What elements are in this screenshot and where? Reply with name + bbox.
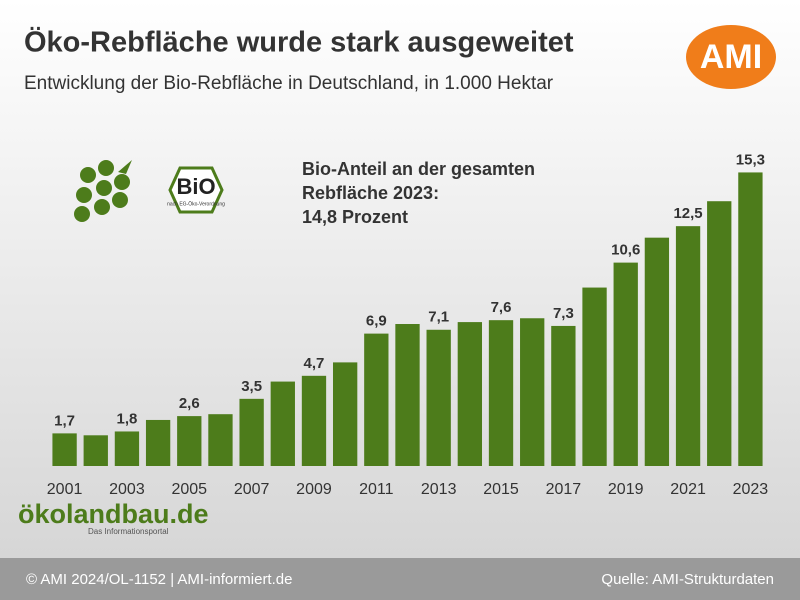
value-label: 1,7 xyxy=(54,412,75,429)
value-label: 10,6 xyxy=(611,242,640,259)
x-tick-label: 2009 xyxy=(296,481,332,498)
bar xyxy=(114,431,140,466)
bar xyxy=(395,324,420,466)
footer-right: Quelle: AMI-Strukturdaten xyxy=(601,571,774,588)
bar xyxy=(332,362,358,466)
chart-subtitle: Entwicklung der Bio-Rebfläche in Deutsch… xyxy=(24,73,554,94)
bar xyxy=(177,416,202,466)
bar xyxy=(707,201,732,466)
bar xyxy=(83,435,108,466)
bar xyxy=(520,318,545,466)
x-tick-label: 2021 xyxy=(670,481,706,498)
x-tick-label: 2023 xyxy=(733,481,769,498)
footer-left: © AMI 2024/OL-1152 | AMI-informiert.de xyxy=(26,571,292,588)
value-label: 7,6 xyxy=(491,299,512,316)
bar xyxy=(582,287,607,466)
oekolandbau-sub: Das Informationsportal xyxy=(88,527,169,536)
x-tick-label: 2015 xyxy=(483,481,519,498)
value-label: 1,8 xyxy=(117,410,138,427)
bar xyxy=(270,381,295,466)
bar xyxy=(457,322,483,466)
x-tick-label: 2011 xyxy=(359,481,394,498)
bar xyxy=(426,329,451,466)
bar xyxy=(675,226,701,466)
x-tick-label: 2007 xyxy=(234,481,270,498)
value-label: 15,3 xyxy=(736,151,765,168)
bar xyxy=(613,262,638,466)
x-tick-label: 2017 xyxy=(546,481,582,498)
bar xyxy=(364,333,389,466)
bar xyxy=(52,433,77,466)
value-label: 7,3 xyxy=(553,305,574,322)
value-label: 12,5 xyxy=(673,205,702,222)
bio-logo-text: BiO xyxy=(176,174,215,199)
bio-logo xyxy=(168,166,224,214)
x-tick-label: 2003 xyxy=(109,481,145,498)
grape-icon xyxy=(74,160,132,222)
annotation: Rebfläche 2023: xyxy=(302,183,439,203)
bar xyxy=(644,237,670,466)
ami-logo xyxy=(686,25,776,89)
footer xyxy=(0,558,800,600)
value-label: 3,5 xyxy=(241,378,262,395)
x-tick-label: 2019 xyxy=(608,481,644,498)
x-tick-label: 2013 xyxy=(421,481,457,498)
value-label: 7,1 xyxy=(428,309,449,326)
chart-title: Öko-Rebfläche wurde stark ausgeweitet xyxy=(24,26,574,59)
value-label: 6,9 xyxy=(366,313,387,330)
x-tick-label: 2001 xyxy=(47,481,83,498)
bio-logo-note: nach EG-Öko-Verordnung xyxy=(167,200,225,207)
bar xyxy=(145,419,171,466)
value-label: 2,6 xyxy=(179,395,200,412)
bar xyxy=(301,375,327,466)
bar xyxy=(208,414,233,466)
x-tick-label: 2005 xyxy=(171,481,207,498)
bar xyxy=(239,398,264,466)
oekolandbau-logo: ökolandbau.de xyxy=(18,499,209,529)
annotation: Bio-Anteil an der gesamten xyxy=(302,159,535,179)
bar xyxy=(488,320,514,466)
value-label: 4,7 xyxy=(304,355,325,372)
annotation: 14,8 Prozent xyxy=(302,207,408,227)
bar xyxy=(551,325,576,466)
bar xyxy=(738,172,763,466)
ami-logo-text: AMI xyxy=(700,38,762,76)
